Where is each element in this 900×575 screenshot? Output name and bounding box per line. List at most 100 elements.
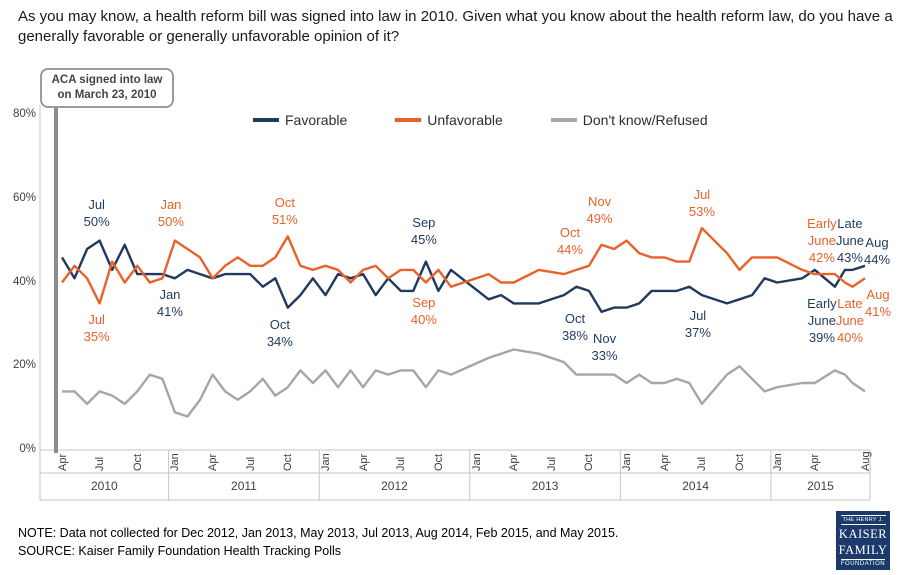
- x-axis-year-label: 2010: [90, 479, 118, 493]
- data-label-oct-44pct: Oct 44%: [557, 224, 583, 258]
- legend-label: Unfavorable: [427, 112, 503, 128]
- x-axis-year-label: 2015: [807, 479, 834, 493]
- unfavorable-line: [61, 226, 866, 305]
- x-axis-month-label: Oct: [282, 453, 295, 471]
- data-label-jan-41pct: Jan 41%: [157, 286, 183, 320]
- chart-note: NOTE: Data not collected for Dec 2012, J…: [18, 526, 619, 540]
- annotation-line: 44%: [863, 251, 891, 267]
- y-axis-tick-label: 80%: [12, 108, 36, 120]
- y-axis-tick-label: 40%: [12, 275, 36, 288]
- annotation-line: 39%: [808, 329, 835, 345]
- data-label-jul-50pct: Jul 50%: [84, 196, 110, 230]
- aca-callout-line1: ACA signed into law: [51, 74, 163, 86]
- data-label-oct-38pct: Oct 38%: [562, 310, 588, 344]
- annotation-line: Aug: [866, 287, 890, 303]
- x-axis-month-label: Oct: [583, 453, 596, 471]
- legend-item-favorable: Favorable: [253, 112, 347, 128]
- data-label-late-june-40pct: Late June 40%: [836, 295, 864, 346]
- legend-item-don-t-know-refused: Don't know/Refused: [550, 112, 708, 128]
- annotation-line: Jan: [159, 287, 181, 303]
- legend-item-unfavorable: Unfavorable: [395, 112, 503, 128]
- y-axis-tick-label: 0%: [19, 443, 36, 455]
- x-axis-month-label: Jul: [244, 456, 257, 471]
- x-axis-month-label: Jul: [395, 456, 408, 471]
- annotation-line: Oct: [274, 195, 295, 211]
- data-label-sep-40pct: Sep 40%: [411, 294, 437, 328]
- x-axis-month-label: Jul: [696, 456, 709, 471]
- annotation-line: Jul: [88, 312, 105, 328]
- annotation-line: June: [835, 312, 865, 328]
- x-axis-year-label: 2014: [682, 479, 709, 493]
- annotation-line: Sep: [412, 214, 436, 230]
- data-label-nov-49pct: Nov 49%: [587, 193, 613, 227]
- annotation-line: 40%: [410, 311, 437, 327]
- x-axis-year-label: 2013: [531, 479, 559, 493]
- annotation-line: Nov: [592, 330, 617, 346]
- logo-line-family: FAMILY: [838, 542, 888, 557]
- data-label-jul-35pct: Jul 35%: [84, 311, 110, 345]
- chart-legend: Favorable Unfavorable Don't know/Refused: [253, 112, 708, 128]
- chart-source: SOURCE: Kaiser Family Foundation Health …: [18, 544, 342, 558]
- legend-swatch: [253, 118, 279, 122]
- data-label-early-june-42pct: Early June 42%: [807, 215, 837, 266]
- x-axis-month-label: Oct: [734, 453, 747, 471]
- x-axis-month-label: Jan: [771, 453, 784, 471]
- data-label-early-june-39pct: Early June 39%: [807, 295, 837, 346]
- annotation-line: June: [835, 232, 865, 248]
- x-axis-month-label: Oct: [432, 453, 445, 471]
- annotation-line: 34%: [266, 333, 293, 349]
- logo-line-foundation: FOUNDATION: [840, 558, 886, 567]
- legend-swatch: [550, 118, 577, 122]
- data-label-aug-41pct: Aug 41%: [865, 286, 891, 320]
- annotation-line: Oct: [269, 316, 290, 332]
- x-axis-month-label: Jan: [169, 453, 182, 471]
- data-label-jul-37pct: Jul 37%: [685, 307, 711, 341]
- annotation-line: 50%: [157, 213, 184, 229]
- annotation-line: 44%: [556, 241, 583, 257]
- x-axis-month-label: Jan: [621, 453, 634, 471]
- aca-signed-callout: ACA signed into law on March 23, 2010: [40, 68, 174, 108]
- annotation-line: Early: [807, 295, 837, 311]
- annotation-line: Oct: [564, 310, 586, 326]
- x-axis-month-label: Apr: [508, 453, 521, 471]
- annotation-line: Early: [807, 216, 837, 232]
- x-axis-month-label: Jul: [545, 456, 558, 471]
- data-label-nov-33pct: Nov 33%: [592, 330, 618, 364]
- x-axis-month-label: Jul: [94, 456, 107, 471]
- y-axis-tick-label: 20%: [12, 359, 36, 372]
- annotation-line: Jul: [88, 196, 105, 212]
- logo-line-kaiser: KAISER: [838, 527, 888, 542]
- annotation-line: 38%: [561, 327, 588, 343]
- x-axis-year-label: 2012: [381, 479, 408, 493]
- kaiser-family-foundation-logo: THE HENRY J. KAISER FAMILY FOUNDATION: [836, 511, 890, 570]
- annotation-line: Jul: [693, 187, 711, 203]
- legend-swatch: [395, 118, 422, 122]
- x-axis-month-label: Apr: [207, 453, 220, 471]
- x-axis-month-label: Apr: [809, 453, 822, 471]
- annotation-line: Sep: [412, 294, 436, 310]
- x-axis-month-label: Jan: [470, 453, 483, 471]
- annotation-line: Oct: [559, 224, 581, 240]
- annotation-line: Nov: [587, 193, 612, 209]
- data-label-late-june-43pct: Late June 43%: [836, 215, 864, 266]
- x-axis-month-label: Oct: [131, 453, 144, 471]
- annotation-line: 49%: [586, 210, 613, 226]
- annotation-line: 42%: [808, 250, 835, 266]
- annotation-line: 40%: [836, 329, 863, 345]
- data-label-aug-44pct: Aug 44%: [864, 234, 890, 268]
- legend-label: Favorable: [285, 112, 348, 128]
- annotation-line: Late: [837, 215, 863, 231]
- annotation-line: Late: [837, 295, 863, 311]
- x-axis-month-label: Aug: [859, 451, 872, 471]
- annotation-line: 43%: [836, 249, 863, 265]
- x-axis-year-label: 2011: [231, 479, 257, 493]
- favorable-line: [60, 239, 866, 313]
- annotation-line: 53%: [688, 204, 715, 220]
- annotation-line: 41%: [156, 304, 183, 320]
- legend-label: Don't know/Refused: [582, 112, 708, 128]
- annotation-line: 50%: [83, 213, 110, 229]
- data-label-jan-50pct: Jan 50%: [158, 196, 184, 230]
- x-axis-month-label: Apr: [357, 453, 370, 471]
- logo-line-henry: THE HENRY J.: [840, 515, 886, 525]
